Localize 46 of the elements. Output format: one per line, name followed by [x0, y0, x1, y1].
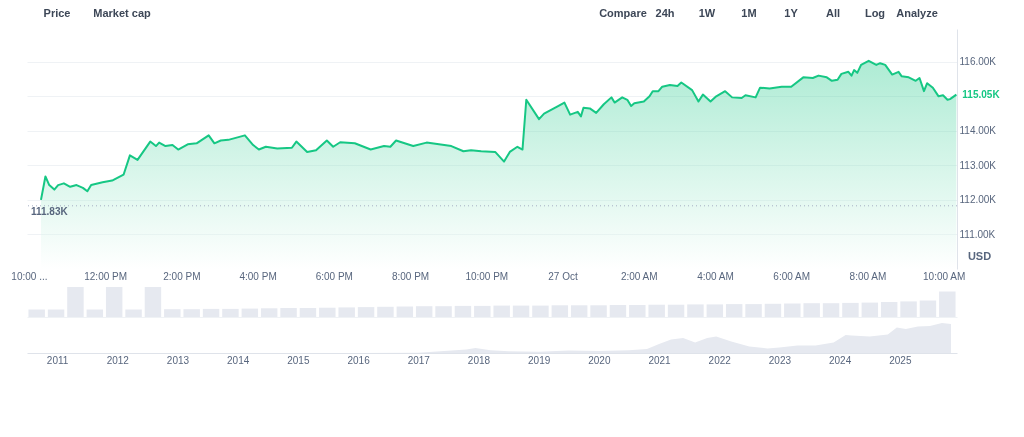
x-tick-label: 2018 [467, 354, 491, 366]
x-tick-label: 10:00 ... [11, 270, 48, 282]
x-tick-label: 4:00 PM [239, 270, 277, 282]
x-tick-label: 2023 [768, 354, 792, 366]
text: 1Y [784, 7, 799, 19]
x-tick-label: 12:00 PM [84, 270, 128, 282]
x-tick-label: 2013 [166, 354, 190, 366]
y-tick-label: 112.00K [959, 194, 997, 206]
y-tick-label: 113.00K [959, 159, 997, 171]
x-tick-label: 27 Oct [548, 270, 578, 282]
x-tick-label: 2014 [227, 354, 250, 366]
y-tick-label: 116.00K [959, 56, 997, 68]
x-tick-label: 2022 [708, 354, 732, 366]
text: Log [864, 7, 886, 19]
y-tick-label: 114.00K [959, 125, 997, 137]
x-tick-label: 6:00 AM [773, 270, 811, 282]
y-tick-label: 111.00K [959, 228, 996, 240]
x-tick-label: 2020 [588, 354, 611, 366]
x-tick-label: 2024 [829, 354, 852, 366]
text: 1W [698, 7, 716, 19]
x-tick-label: 8:00 PM [391, 270, 430, 282]
text: 24h [655, 7, 675, 19]
x-tick-label: 2019 [528, 354, 551, 366]
ref-line-label: 111.83K [31, 205, 69, 217]
x-tick-label: 2:00 PM [163, 270, 201, 282]
x-tick-label: 2015 [287, 354, 310, 366]
x-tick-label: 2025 [889, 354, 912, 366]
x-tick-label: 2:00 AM [620, 270, 658, 282]
text: Market cap [93, 7, 152, 19]
y-axis-title: USD [967, 249, 992, 262]
text: Analyze [896, 7, 938, 19]
text: All [825, 7, 841, 19]
x-tick-label: 2021 [648, 354, 672, 366]
annotation: 115.05K [962, 88, 1001, 100]
text: Compare [599, 7, 647, 19]
text: 1M [741, 7, 757, 19]
x-tick-label: 2017 [407, 354, 431, 366]
x-tick-label: 2016 [347, 354, 371, 366]
x-tick-label: 4:00 AM [697, 270, 734, 282]
x-tick-label: 2011 [46, 354, 69, 366]
x-tick-label: 8:00 AM [849, 270, 887, 282]
x-tick-label: 2012 [106, 354, 130, 366]
x-tick-label: 10:00 PM [465, 270, 509, 282]
x-tick-label: 10:00 AM [923, 270, 966, 282]
x-tick-label: 6:00 PM [315, 270, 353, 282]
text: Price [43, 7, 71, 19]
